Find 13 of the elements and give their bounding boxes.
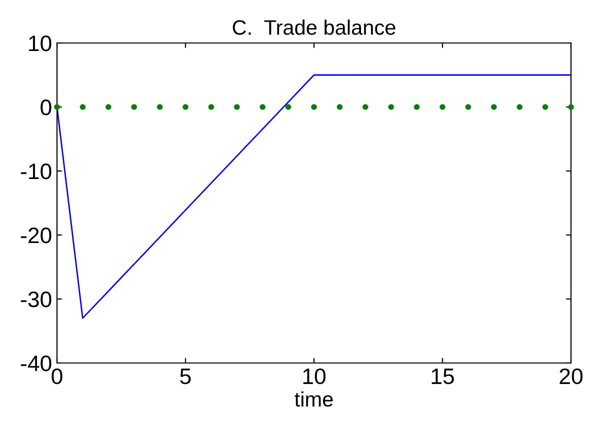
x-tick-label: 0 — [52, 368, 62, 384]
x-axis-title: time — [294, 391, 333, 407]
y-tick-label: -30 — [21, 292, 52, 308]
y-tick-label: -40 — [21, 356, 52, 372]
x-tick-label: 10 — [303, 368, 326, 384]
chart-title: C. Trade balance — [232, 20, 396, 35]
x-tick-label: 15 — [432, 368, 454, 384]
x-tick-label: 20 — [560, 368, 582, 384]
y-tick-label: -20 — [21, 228, 52, 244]
y-tick-label: 10 — [29, 36, 52, 52]
x-tick-label: 5 — [180, 368, 191, 384]
y-tick-label: 0 — [40, 100, 52, 116]
y-tick-label: -10 — [21, 164, 52, 180]
